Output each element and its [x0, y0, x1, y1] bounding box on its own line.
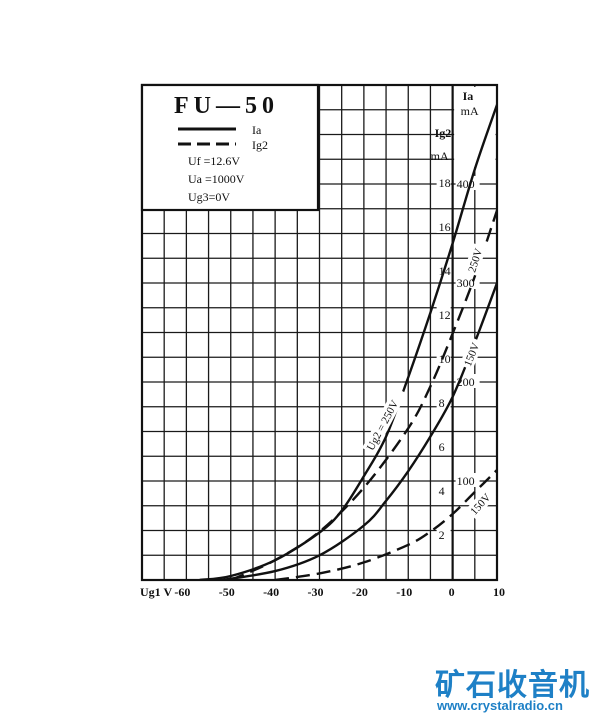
series-line-ig2-3 — [274, 469, 497, 580]
tick-bg — [436, 483, 451, 497]
annotation-bg — [459, 337, 484, 371]
curve-annotation-group: Ug2 = 250V — [362, 386, 407, 455]
y-right-tick-label: 4 — [439, 484, 445, 498]
legend-condition: Uf =12.6V — [188, 154, 240, 168]
y-right-tick-label: 8 — [439, 396, 445, 410]
x-tick-label: -40 — [263, 585, 279, 599]
x-tick-label: -10 — [396, 585, 412, 599]
curve-annotation: 250V — [466, 247, 485, 274]
annotation-bg — [362, 386, 407, 455]
x-tick-label: -50 — [219, 585, 235, 599]
x-tick-label: -30 — [308, 585, 324, 599]
y-left-unit: mA — [461, 104, 479, 118]
annotation-bg — [465, 487, 496, 520]
tick-bg — [436, 527, 451, 541]
legend-box — [140, 83, 320, 212]
curve-annotation: 150V — [462, 341, 482, 368]
y-right-tick-label: 2 — [439, 528, 445, 542]
y-right-tick-label: 6 — [439, 440, 445, 454]
annotation-bg — [463, 243, 487, 276]
plot-frame — [140, 83, 499, 582]
y-right-unit: mA — [431, 149, 449, 163]
y-left-tick-label: 100 — [457, 474, 475, 488]
x-tick-label: -60 — [174, 585, 190, 599]
watermark-url: www.crystalradio.cn — [437, 698, 563, 713]
tick-bg — [436, 307, 451, 321]
tick-bg — [455, 176, 480, 190]
legend-condition: Ua =1000V — [188, 172, 245, 186]
y-right-tick-label: 12 — [439, 308, 451, 322]
legend-label: Ia — [252, 123, 262, 137]
series-line-ia-2 — [221, 282, 497, 580]
curve-annotation-group: 150V — [459, 337, 484, 371]
x-tick-label: 0 — [449, 585, 455, 599]
watermark-logo: 矿石收音机 www.crystalradio.cn — [435, 660, 595, 716]
x-tick-label: -20 — [352, 585, 368, 599]
curve-annotation-group: 250V — [463, 243, 487, 276]
legend-label: Ig2 — [252, 138, 268, 152]
y-right-label: Ig2 — [435, 126, 452, 140]
tick-bg — [436, 175, 451, 189]
y-right-tick-label: 10 — [439, 352, 451, 366]
y-right-tick-label: 16 — [439, 220, 451, 234]
watermark-name: 矿石收音机 — [435, 668, 590, 703]
y-left-tick-label: 300 — [457, 276, 475, 290]
y-left-label: Ia — [463, 89, 474, 103]
x-tick-label: 10 — [493, 585, 505, 599]
series-line-ig2-1 — [230, 210, 497, 580]
chart-title: FU—50 — [174, 93, 279, 119]
y-right-tick-label: 18 — [439, 176, 451, 190]
tick-bg — [436, 219, 451, 233]
legend-condition: Ug3=0V — [188, 190, 230, 204]
curve-annotation-group: 150V — [465, 487, 496, 520]
x-axis-label: Ug1 V — [140, 585, 172, 599]
tick-bg — [455, 473, 480, 487]
tick-bg — [436, 439, 451, 453]
